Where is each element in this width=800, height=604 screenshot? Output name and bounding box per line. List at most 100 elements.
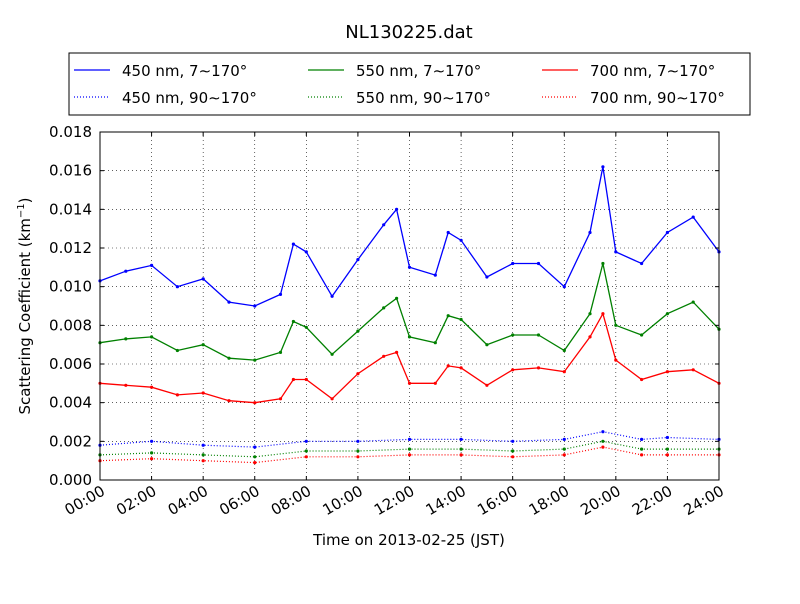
series-group bbox=[98, 445, 721, 465]
y-axis-label-close: ) bbox=[16, 197, 34, 203]
x-tick-label: 10:00 bbox=[319, 482, 365, 519]
data-point bbox=[665, 447, 670, 451]
data-point bbox=[330, 294, 334, 298]
data-point bbox=[640, 333, 644, 337]
data-point bbox=[291, 319, 295, 324]
y-tick-label: 0.000 bbox=[49, 471, 92, 489]
data-point bbox=[407, 265, 412, 269]
data-point bbox=[562, 437, 566, 441]
data-point bbox=[150, 335, 154, 339]
data-point bbox=[304, 325, 308, 329]
y-tick-label: 0.016 bbox=[49, 162, 92, 180]
data-point bbox=[356, 329, 360, 333]
data-point bbox=[511, 455, 515, 459]
data-point bbox=[511, 368, 515, 372]
data-point bbox=[485, 383, 489, 387]
data-point bbox=[691, 215, 695, 219]
data-point bbox=[278, 397, 283, 401]
data-point bbox=[124, 337, 128, 341]
data-point bbox=[356, 372, 360, 376]
data-point bbox=[253, 401, 257, 405]
data-point bbox=[433, 341, 437, 345]
data-point bbox=[665, 312, 670, 316]
data-point bbox=[291, 377, 295, 382]
series-line bbox=[99, 431, 720, 448]
y-tick-label: 0.010 bbox=[49, 278, 92, 296]
data-point bbox=[304, 250, 308, 254]
data-point bbox=[601, 439, 605, 443]
data-point bbox=[511, 449, 515, 453]
legend-label: 450 nm, 90∼170° bbox=[122, 89, 257, 107]
data-point bbox=[356, 449, 360, 453]
data-point bbox=[459, 453, 463, 457]
series-line bbox=[99, 263, 720, 361]
data-point bbox=[175, 348, 179, 353]
data-point bbox=[601, 165, 605, 169]
data-point bbox=[175, 285, 179, 289]
data-point bbox=[665, 230, 670, 235]
data-point bbox=[395, 350, 399, 354]
data-point bbox=[665, 370, 670, 374]
data-point bbox=[536, 333, 541, 337]
data-point bbox=[253, 461, 257, 465]
data-point bbox=[588, 230, 592, 235]
x-tick-label: 18:00 bbox=[526, 482, 572, 519]
data-point bbox=[356, 258, 360, 262]
data-point bbox=[175, 393, 179, 397]
data-point bbox=[304, 377, 308, 382]
data-point bbox=[511, 333, 515, 337]
data-point bbox=[330, 397, 334, 401]
data-point bbox=[227, 356, 231, 360]
data-point bbox=[382, 223, 386, 227]
x-tick-label: 16:00 bbox=[474, 482, 520, 519]
data-point bbox=[640, 261, 644, 266]
data-point bbox=[395, 207, 399, 211]
x-tick-label: 06:00 bbox=[216, 482, 262, 519]
x-tick-label: 14:00 bbox=[423, 482, 469, 519]
data-point bbox=[459, 317, 463, 322]
data-point bbox=[459, 447, 463, 451]
data-point bbox=[665, 435, 670, 440]
data-point bbox=[150, 263, 154, 267]
y-axis-label-main: Scattering Coefficient (km bbox=[16, 218, 34, 414]
data-point bbox=[278, 350, 283, 354]
data-point bbox=[304, 439, 308, 443]
data-point bbox=[356, 439, 360, 443]
y-tick-label: 0.006 bbox=[49, 355, 92, 373]
data-point bbox=[459, 238, 463, 242]
series-line bbox=[99, 440, 719, 458]
data-point bbox=[227, 300, 231, 304]
x-tick-label: 12:00 bbox=[371, 482, 417, 519]
series-group bbox=[98, 311, 721, 405]
series-line bbox=[99, 446, 719, 464]
data-point bbox=[278, 292, 283, 296]
data-point bbox=[407, 447, 412, 451]
data-point bbox=[407, 381, 412, 385]
data-point bbox=[511, 261, 515, 266]
data-point bbox=[395, 296, 399, 300]
data-point bbox=[433, 381, 437, 385]
data-point bbox=[201, 391, 205, 395]
data-point bbox=[691, 368, 695, 372]
series-group bbox=[98, 430, 721, 449]
data-point bbox=[588, 312, 592, 316]
y-tick-label: 0.004 bbox=[49, 394, 92, 412]
data-point bbox=[201, 453, 205, 457]
data-point bbox=[382, 354, 386, 358]
data-point bbox=[485, 275, 489, 279]
data-point bbox=[665, 453, 670, 457]
data-point bbox=[614, 323, 618, 327]
data-point bbox=[201, 443, 205, 447]
y-axis-label-sup: −1 bbox=[16, 203, 27, 218]
data-point bbox=[304, 455, 308, 459]
y-axis-label: Scattering Coefficient (km−1) bbox=[16, 197, 34, 414]
x-tick-label: 20:00 bbox=[577, 482, 623, 519]
data-point bbox=[562, 370, 566, 374]
data-point bbox=[330, 352, 334, 356]
series-line bbox=[99, 311, 720, 404]
data-point bbox=[640, 437, 644, 441]
data-point bbox=[201, 277, 205, 281]
x-tick-label: 22:00 bbox=[629, 482, 675, 519]
data-point bbox=[511, 439, 515, 443]
